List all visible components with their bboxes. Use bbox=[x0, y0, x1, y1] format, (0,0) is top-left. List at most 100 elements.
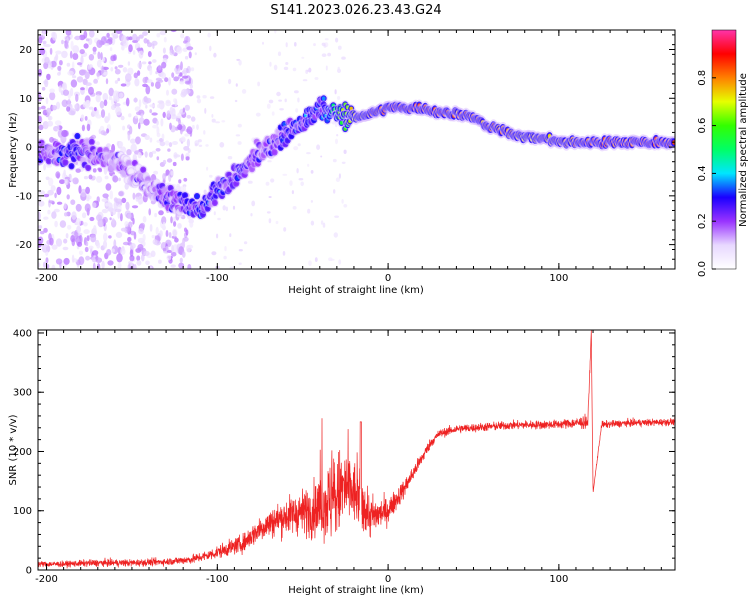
spectrogram-noise-blob bbox=[80, 114, 85, 122]
spectrogram-noise-blob bbox=[58, 85, 62, 93]
spectrogram-noise-blob bbox=[267, 160, 272, 163]
spectrogram-noise-blob bbox=[180, 33, 185, 39]
spectrogram-noise-blob bbox=[168, 232, 172, 238]
spectrogram-noise-blob bbox=[178, 262, 185, 269]
spectrogram-ridge-core bbox=[348, 119, 352, 123]
spectrogram-noise-blob bbox=[85, 241, 89, 247]
spectrogram-noise-blob bbox=[320, 220, 324, 225]
spectrogram-noise-blob bbox=[222, 205, 226, 211]
spectrogram-noise-blob bbox=[103, 232, 108, 242]
snr-ylabel: SNR (10 * v/v) bbox=[8, 414, 19, 485]
spectrogram-noise-blob bbox=[96, 39, 103, 48]
spectrogram-noise-blob bbox=[134, 78, 140, 87]
spectrogram-noise-blob bbox=[120, 247, 126, 255]
spectrogram-noise-blob bbox=[211, 114, 214, 118]
spectrogram-noise-blob bbox=[96, 72, 101, 77]
spectrogram-noise-blob bbox=[156, 132, 161, 138]
spectrogram-ridge-core bbox=[209, 192, 214, 197]
spectrogram-noise-blob bbox=[91, 202, 97, 209]
spectrogram-ridge-core bbox=[304, 113, 308, 118]
spectrogram-noise-blob bbox=[170, 216, 173, 224]
spectrogram-noise-blob bbox=[228, 78, 232, 85]
spectrogram-ridge-core bbox=[70, 140, 75, 145]
spectrogram-noise-blob bbox=[170, 252, 177, 257]
spectrogram-noise-blob bbox=[55, 238, 63, 247]
spectrogram-noise-blob bbox=[72, 45, 80, 54]
spectrogram-noise-blob bbox=[70, 235, 76, 243]
spectrogram-noise-blob bbox=[125, 201, 130, 211]
spectrogram-ridge-core bbox=[190, 199, 194, 204]
spectrogram-noise-blob bbox=[142, 31, 148, 36]
spectrogram-noise-blob bbox=[127, 67, 134, 76]
spectrogram-noise-blob bbox=[127, 213, 132, 219]
spectrogram-ridge-core bbox=[133, 161, 137, 166]
spectrogram-noise-blob bbox=[178, 118, 181, 125]
spectrogram-noise-blob bbox=[183, 89, 191, 95]
spectrogram-ridge-core bbox=[154, 180, 159, 185]
spectrogram-noise-blob bbox=[47, 120, 54, 127]
spectrogram-noise-blob bbox=[38, 236, 44, 245]
spectrogram-noise-blob bbox=[75, 161, 78, 165]
spectrogram-noise-blob bbox=[162, 47, 166, 54]
spectrogram-ridge-core bbox=[227, 173, 232, 177]
snr-xtick-label: 0 bbox=[385, 574, 391, 585]
spectrogram-noise-blob bbox=[109, 190, 114, 200]
spectrogram-ridge-core bbox=[343, 126, 348, 131]
spectrogram-noise-blob bbox=[162, 159, 167, 165]
spectrogram-noise-blob bbox=[278, 99, 282, 102]
spectrogram-noise-blob bbox=[70, 79, 78, 88]
spectrogram-noise-blob bbox=[47, 115, 53, 121]
snr-xtick-label: -100 bbox=[206, 574, 229, 585]
spectrogram-noise-blob bbox=[85, 85, 89, 91]
spectrogram-noise-blob bbox=[250, 213, 253, 217]
spectrogram-noise-blob bbox=[63, 238, 68, 244]
spectrogram-noise-blob bbox=[101, 198, 108, 202]
spectrogram-noise-blob bbox=[71, 211, 77, 220]
spectrogram-noise-blob bbox=[338, 259, 342, 265]
spectrogram-noise-blob bbox=[159, 141, 166, 147]
spectrogram-noise-blob bbox=[108, 96, 113, 101]
spectrogram-noise-blob bbox=[156, 156, 160, 161]
spectrogram-noise-blob bbox=[106, 249, 112, 256]
spectrogram-noise-blob bbox=[297, 97, 300, 103]
spectrogram-noise-blob bbox=[156, 120, 159, 126]
spectrogram-noise-blob bbox=[127, 236, 132, 243]
spectrogram-noise-blob bbox=[292, 206, 297, 210]
spectrogram-noise-blob bbox=[176, 214, 183, 218]
spectrogram-noise-blob bbox=[170, 170, 174, 176]
spectrogram-noise-blob bbox=[186, 114, 192, 119]
spectrogram-noise-blob bbox=[101, 65, 104, 74]
spectrogram-noise-blob bbox=[149, 266, 153, 269]
spectrogram-noise-blob bbox=[138, 122, 141, 130]
spectrogram-noise-blob bbox=[166, 158, 173, 163]
spectrogram-noise-blob bbox=[132, 217, 135, 225]
spectrogram-noise-blob bbox=[211, 251, 217, 256]
spectrogram-noise-blob bbox=[75, 168, 81, 173]
spectrogram-noise-blob bbox=[225, 206, 228, 212]
spectrogram-noise-blob bbox=[149, 104, 156, 108]
spectrogram-noise-blob bbox=[98, 168, 103, 173]
spectrogram-noise-blob bbox=[61, 83, 66, 89]
spectrogram-noise-blob bbox=[92, 262, 96, 269]
spectrogram-noise-blob bbox=[110, 104, 116, 111]
snr-xtick-label: 100 bbox=[549, 574, 568, 585]
spectrogram-noise-blob bbox=[120, 146, 127, 154]
spectrogram-noise-blob bbox=[337, 66, 340, 71]
spectrogram-noise-blob bbox=[44, 78, 49, 88]
spectrogram-noise-blob bbox=[273, 64, 278, 71]
spectrogram-noise-blob bbox=[156, 33, 161, 38]
spectrogram-ridge-core bbox=[282, 122, 287, 127]
spectrogram-noise-blob bbox=[111, 218, 115, 225]
spectrogram-noise-blob bbox=[65, 30, 72, 36]
spectrogram-noise-blob bbox=[134, 115, 138, 119]
spectrogram-noise-blob bbox=[237, 123, 242, 128]
spectrogram-noise-blob bbox=[59, 179, 65, 185]
spectrogram-noise-blob bbox=[184, 104, 190, 111]
spectrogram-ridge-core bbox=[201, 212, 205, 217]
spectrogram-noise-blob bbox=[202, 95, 207, 99]
spectrogram-noise-blob bbox=[262, 41, 264, 45]
spectrogram-noise-blob bbox=[178, 179, 182, 184]
colorbar-tick-label: 0.4 bbox=[697, 165, 708, 181]
spectrogram-noise-blob bbox=[92, 250, 99, 256]
